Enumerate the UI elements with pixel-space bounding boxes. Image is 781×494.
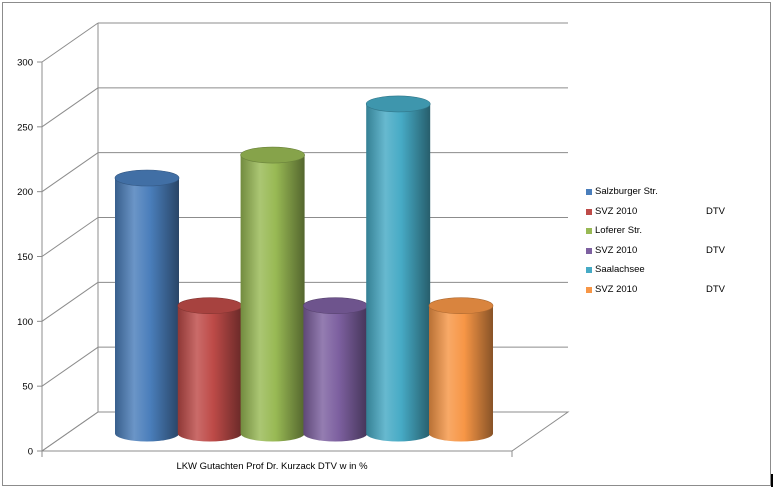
y-tick-label: 300	[17, 58, 33, 69]
bar-3	[240, 146, 305, 442]
legend-label: SVZ 2010	[595, 205, 638, 217]
y-tick-label: 100	[17, 317, 33, 328]
legend-item: SVZ 2010 DTV	[586, 283, 766, 303]
legend-swatch	[586, 228, 592, 234]
bar-cap	[114, 169, 180, 187]
legend-item: SVZ 2010 DTV	[586, 205, 766, 225]
legend-item: Saalachsee	[586, 263, 766, 283]
gridline-side	[41, 346, 99, 387]
legend-swatch	[586, 286, 592, 293]
legend-item: SVZ 2010 DTV	[586, 244, 766, 264]
legend-unit: DTV	[706, 244, 725, 256]
gridline-side	[41, 152, 99, 193]
legend-swatch	[586, 208, 592, 215]
bar-2	[177, 297, 243, 442]
legend-item: Salzburger Str.	[586, 185, 766, 205]
gridline-side	[41, 22, 99, 63]
bar-cap	[365, 95, 431, 113]
bars	[114, 95, 494, 442]
text-cursor	[771, 474, 773, 487]
bar-4	[303, 297, 368, 442]
legend-swatch	[586, 247, 592, 254]
legend-label: SVZ 2010	[595, 283, 638, 295]
y-tick-label: 150	[17, 252, 33, 263]
bar-5	[365, 95, 431, 442]
legend: Salzburger Str. SVZ 2010 DTV Loferer Str. SV…	[586, 185, 766, 302]
gridline-side	[41, 87, 99, 128]
bar-body	[115, 178, 179, 442]
bar-body	[429, 305, 493, 442]
gridline-side	[41, 281, 99, 322]
bar-cap	[240, 146, 305, 164]
x-axis-label: LKW Gutachten Prof Dr. Kurzack DTV w in …	[176, 461, 368, 472]
legend-unit: DTV	[706, 205, 725, 217]
bar-cap	[428, 297, 494, 315]
legend-label: Saalachsee	[595, 264, 645, 275]
legend-unit: DTV	[706, 283, 725, 295]
y-axis: 0 50 100 150 200 250 300	[17, 58, 513, 458]
bar-cap	[303, 297, 368, 315]
y-tick-label: 250	[17, 122, 33, 133]
legend-swatch	[586, 267, 592, 273]
legend-swatch	[586, 189, 592, 195]
y-tick-label: 200	[17, 187, 33, 198]
legend-label: Salzburger Str.	[595, 186, 658, 197]
y-tick-label: 0	[28, 447, 33, 458]
y-tick-label: 50	[22, 382, 33, 393]
legend-label: Loferer Str.	[595, 225, 642, 236]
bar-body	[240, 155, 305, 442]
legend-label: SVZ 2010	[595, 244, 638, 256]
legend-item: Loferer Str.	[586, 224, 766, 244]
gridline-side	[41, 217, 99, 257]
bar-body	[303, 305, 368, 442]
bar-body	[366, 103, 431, 442]
bar-cap	[177, 297, 243, 315]
bar-1	[114, 169, 180, 442]
bar-body	[177, 305, 242, 442]
bar-6	[428, 297, 494, 442]
gridline-side	[41, 411, 99, 452]
